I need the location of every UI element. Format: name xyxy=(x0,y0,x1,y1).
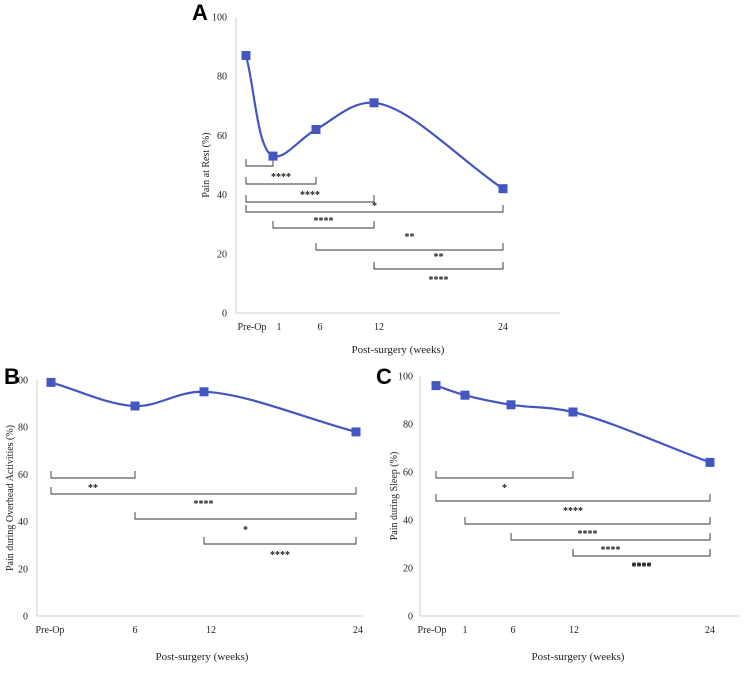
panel-b-x-tick-label: 12 xyxy=(206,625,216,636)
panel-b-significance-label: **** xyxy=(270,550,290,561)
panel-a-data-point xyxy=(498,184,508,194)
panel-c-significance-label: **** xyxy=(601,545,621,556)
panel-c-significance-bracket xyxy=(435,494,711,502)
panel-c-y-tick-label: 60 xyxy=(403,468,413,479)
panel-a-y-tick-label: 100 xyxy=(212,13,227,24)
panel-a-significance-label: **** xyxy=(300,190,320,201)
panel-c-y-tick-label: 20 xyxy=(403,564,413,575)
panel-a-significance-bracket xyxy=(315,243,504,251)
panel-a-x-tick-label: 24 xyxy=(498,322,508,333)
panel-a-x-tick-label: 6 xyxy=(318,322,323,333)
panel-b-letter: B xyxy=(4,364,20,389)
panel-a-significance-bracket xyxy=(245,177,317,185)
panel-a-chart: A 0 20 40 60 80 100 Pre-Op 1 6 12 24 Post-surgery (… xyxy=(192,0,560,356)
panel-b-significance-label: ** xyxy=(88,483,98,494)
panel-b-data-point xyxy=(351,427,361,437)
panel-c-significance-bracket xyxy=(464,517,711,525)
panel-b-significance-bracket xyxy=(50,471,136,479)
panel-a-significance-bracket xyxy=(373,262,504,270)
panel-b-x-tick-label: 24 xyxy=(353,625,363,636)
panel-b-data-point xyxy=(199,387,209,397)
panel-c-data-point xyxy=(460,390,470,400)
panel-c-significance-label: **** xyxy=(563,506,583,517)
panel-b-y-tick-label: 100 xyxy=(13,376,28,387)
panel-c-x-tick-label: 12 xyxy=(569,625,579,636)
panel-a-significance-bracket xyxy=(245,195,375,203)
panel-a-y-tick-label: 20 xyxy=(217,249,227,260)
panel-a-y-tick-label: 60 xyxy=(217,131,227,142)
panel-c-significance-bracket xyxy=(572,549,711,557)
panel-a-significance-bracket xyxy=(245,205,504,213)
panel-a-data-point xyxy=(311,125,321,134)
panel-b-significance-bracket xyxy=(50,487,357,495)
panel-c-x-tick-label: 1 xyxy=(463,625,468,636)
panel-a-x-tick-label: 12 xyxy=(374,322,384,333)
panel-a-y-tick-label: 40 xyxy=(217,190,227,201)
panel-c-chart: C 0 20 40 60 80 100 Pre-Op 1 6 12 24 Post-surgery (… xyxy=(376,364,740,663)
panel-b-y-axis-title: Pain during Overhead Activities (%) xyxy=(5,425,16,571)
panel-c-y-tick-label: 40 xyxy=(403,516,413,527)
panel-a-data-point xyxy=(268,151,278,161)
panel-b-y-tick-label: 80 xyxy=(18,423,28,434)
panel-b-y-tick-label: 0 xyxy=(23,612,28,623)
panel-a-x-tick-label: Pre-Op xyxy=(238,322,267,333)
panel-c-significance-bracket xyxy=(435,471,574,479)
panel-b-y-tick-label: 20 xyxy=(18,564,28,575)
panel-a-y-tick-label: 0 xyxy=(222,309,227,320)
panel-c-letter: C xyxy=(376,364,392,389)
panel-b-data-point xyxy=(46,377,56,387)
panel-a-significance-label: ** xyxy=(434,252,444,263)
panel-a-significance-label: **** xyxy=(271,172,291,183)
panel-a-letter: A xyxy=(192,0,208,25)
panel-c-series-line xyxy=(435,384,711,464)
panel-a-significance-label: **** xyxy=(314,216,334,227)
panel-b-chart: B 0 20 40 60 80 100 Pre-Op 6 12 24 Post-surgery (w… xyxy=(4,364,363,663)
panel-b-y-tick-label: 40 xyxy=(18,517,28,528)
panel-b-series-line xyxy=(50,381,357,433)
panel-b-significance-label: **** xyxy=(194,499,214,510)
panel-c-data-point xyxy=(506,400,516,410)
panel-c-significance-bracket xyxy=(510,533,711,541)
panel-c-x-axis-title: Post-surgery (weeks) xyxy=(532,651,625,663)
panel-a-y-axis-title: Pain at Rest (%) xyxy=(201,132,212,197)
panel-b-x-axis-title: Post-surgery (weeks) xyxy=(156,651,249,663)
panel-c-x-tick-label: 6 xyxy=(511,625,516,636)
panel-a-significance-bracket xyxy=(272,221,375,229)
panel-b-significance-label: * xyxy=(243,525,248,536)
panel-a-x-axis-title: Post-surgery (weeks) xyxy=(352,344,445,356)
panel-c-y-tick-label: 80 xyxy=(403,420,413,431)
panel-c-data-point xyxy=(431,381,441,391)
panel-c-significance-label: **** xyxy=(632,562,652,573)
panel-a-significance-bracket xyxy=(245,159,274,167)
panel-a-x-tick-label: 1 xyxy=(277,322,282,333)
panel-c-significance-label: **** xyxy=(578,529,598,540)
panel-a-significance-label: ** xyxy=(405,232,415,243)
panel-c-significance-bracket xyxy=(572,549,711,557)
panel-b-x-tick-label: 6 xyxy=(133,625,138,636)
panel-b-significance-bracket xyxy=(134,512,357,520)
panel-c-data-point xyxy=(705,457,715,467)
panel-c-data-point xyxy=(568,407,578,417)
panel-c-x-tick-label: Pre-Op xyxy=(418,625,447,636)
panel-b-x-tick-label: Pre-Op xyxy=(36,625,65,636)
panel-b-significance-bracket xyxy=(203,537,357,545)
panel-c-x-tick-label: 24 xyxy=(705,625,715,636)
panel-a-data-point xyxy=(369,98,379,108)
panel-a-series-line xyxy=(244,55,504,190)
panel-b-y-tick-label: 60 xyxy=(18,470,28,481)
panel-a-significance-label: **** xyxy=(429,275,449,286)
panel-a-significance-bracket xyxy=(373,262,504,270)
panel-a-data-point xyxy=(241,51,251,60)
panel-c-y-tick-label: 100 xyxy=(398,372,413,383)
panel-c-significance-label: * xyxy=(502,483,507,494)
panel-c-y-axis-title: Pain during Sleep (%) xyxy=(389,452,400,541)
panel-a-y-tick-label: 80 xyxy=(217,72,227,83)
panel-c-significance-label: **** xyxy=(632,561,652,572)
panel-c-y-tick-label: 0 xyxy=(408,612,413,623)
panel-a-significance-label: * xyxy=(372,201,377,212)
panel-b-data-point xyxy=(130,401,140,411)
